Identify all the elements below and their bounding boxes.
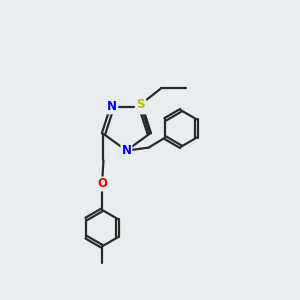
Text: N: N: [122, 144, 131, 157]
Text: S: S: [136, 98, 145, 111]
Text: N: N: [136, 100, 146, 113]
Text: O: O: [97, 178, 107, 190]
Text: N: N: [107, 100, 117, 113]
